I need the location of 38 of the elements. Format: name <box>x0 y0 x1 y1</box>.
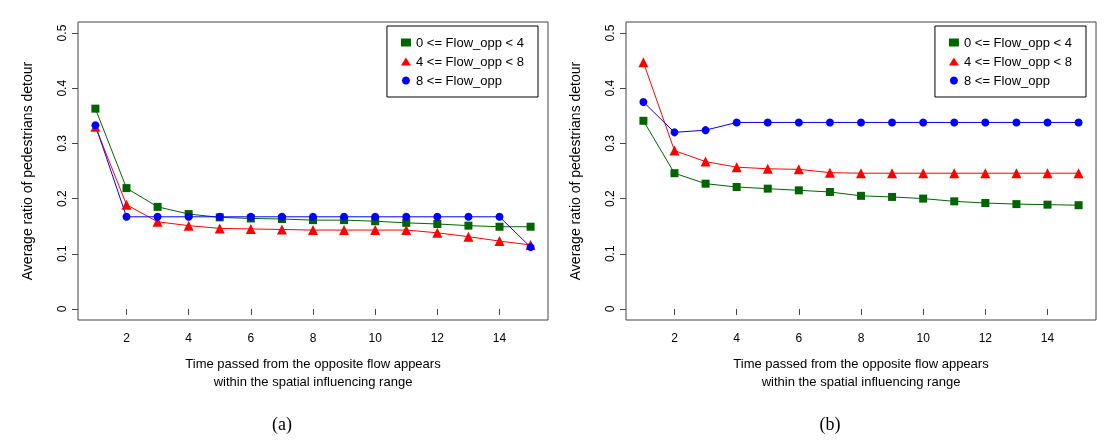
x-tick-label: 14 <box>492 331 507 345</box>
legend-label: 0 <= Flow_opp < 4 <box>415 35 525 50</box>
legend-label: 4 <= Flow_opp < 8 <box>415 54 525 69</box>
y-tick-label: 0.5 <box>603 24 617 42</box>
x-tick-label: 12 <box>978 331 993 345</box>
y-tick-label: 0.5 <box>55 24 69 42</box>
y-tick-label: 0.3 <box>55 134 69 152</box>
x-tick-label: 2 <box>123 331 131 345</box>
y-tick-label: 0.1 <box>603 245 617 263</box>
text: (a) <box>272 414 292 435</box>
x-tick-label: 6 <box>247 331 255 345</box>
y-tick-label: 0.2 <box>603 189 617 207</box>
x-tick-label: 10 <box>916 331 931 345</box>
x-tick-label: 4 <box>185 331 193 345</box>
y-tick-label: 0.4 <box>55 79 69 97</box>
y-tick-label: 0.4 <box>603 79 617 97</box>
legend-label: 8 <= Flow_opp <box>415 73 502 88</box>
x-axis-title: Time passed from the opposite flow appears within the spatial influencing range <box>733 355 990 389</box>
x-tick-label: 4 <box>733 331 741 345</box>
x-axis-title: Time passed from the opposite flow appears within the spatial influencing range <box>185 355 442 389</box>
x-tick-label: 14 <box>1040 331 1055 345</box>
legend-label: 4 <= Flow_opp < 8 <box>963 54 1073 69</box>
x-tick-label: 2 <box>671 331 679 345</box>
x-tick-label: 12 <box>430 331 445 345</box>
x-tick-label: 8 <box>309 331 317 345</box>
x-tick-label: 6 <box>795 331 803 345</box>
x-tick-label: 10 <box>368 331 383 345</box>
x-tick-label: 8 <box>857 331 865 345</box>
y-tick-label: 0.3 <box>603 134 617 152</box>
y-axis-title: Average ratio of pedestrians detour <box>567 61 583 281</box>
y-tick-label: 0 <box>55 305 69 313</box>
y-tick-label: 0 <box>603 305 617 313</box>
y-tick-label: 0.1 <box>55 245 69 263</box>
text: (b) <box>819 414 841 435</box>
legend-label: 8 <= Flow_opp <box>963 73 1050 88</box>
legend-label: 0 <= Flow_opp < 4 <box>963 35 1073 50</box>
y-axis-title: Average ratio of pedestrians detour <box>19 61 35 281</box>
y-tick-label: 0.2 <box>55 189 69 207</box>
